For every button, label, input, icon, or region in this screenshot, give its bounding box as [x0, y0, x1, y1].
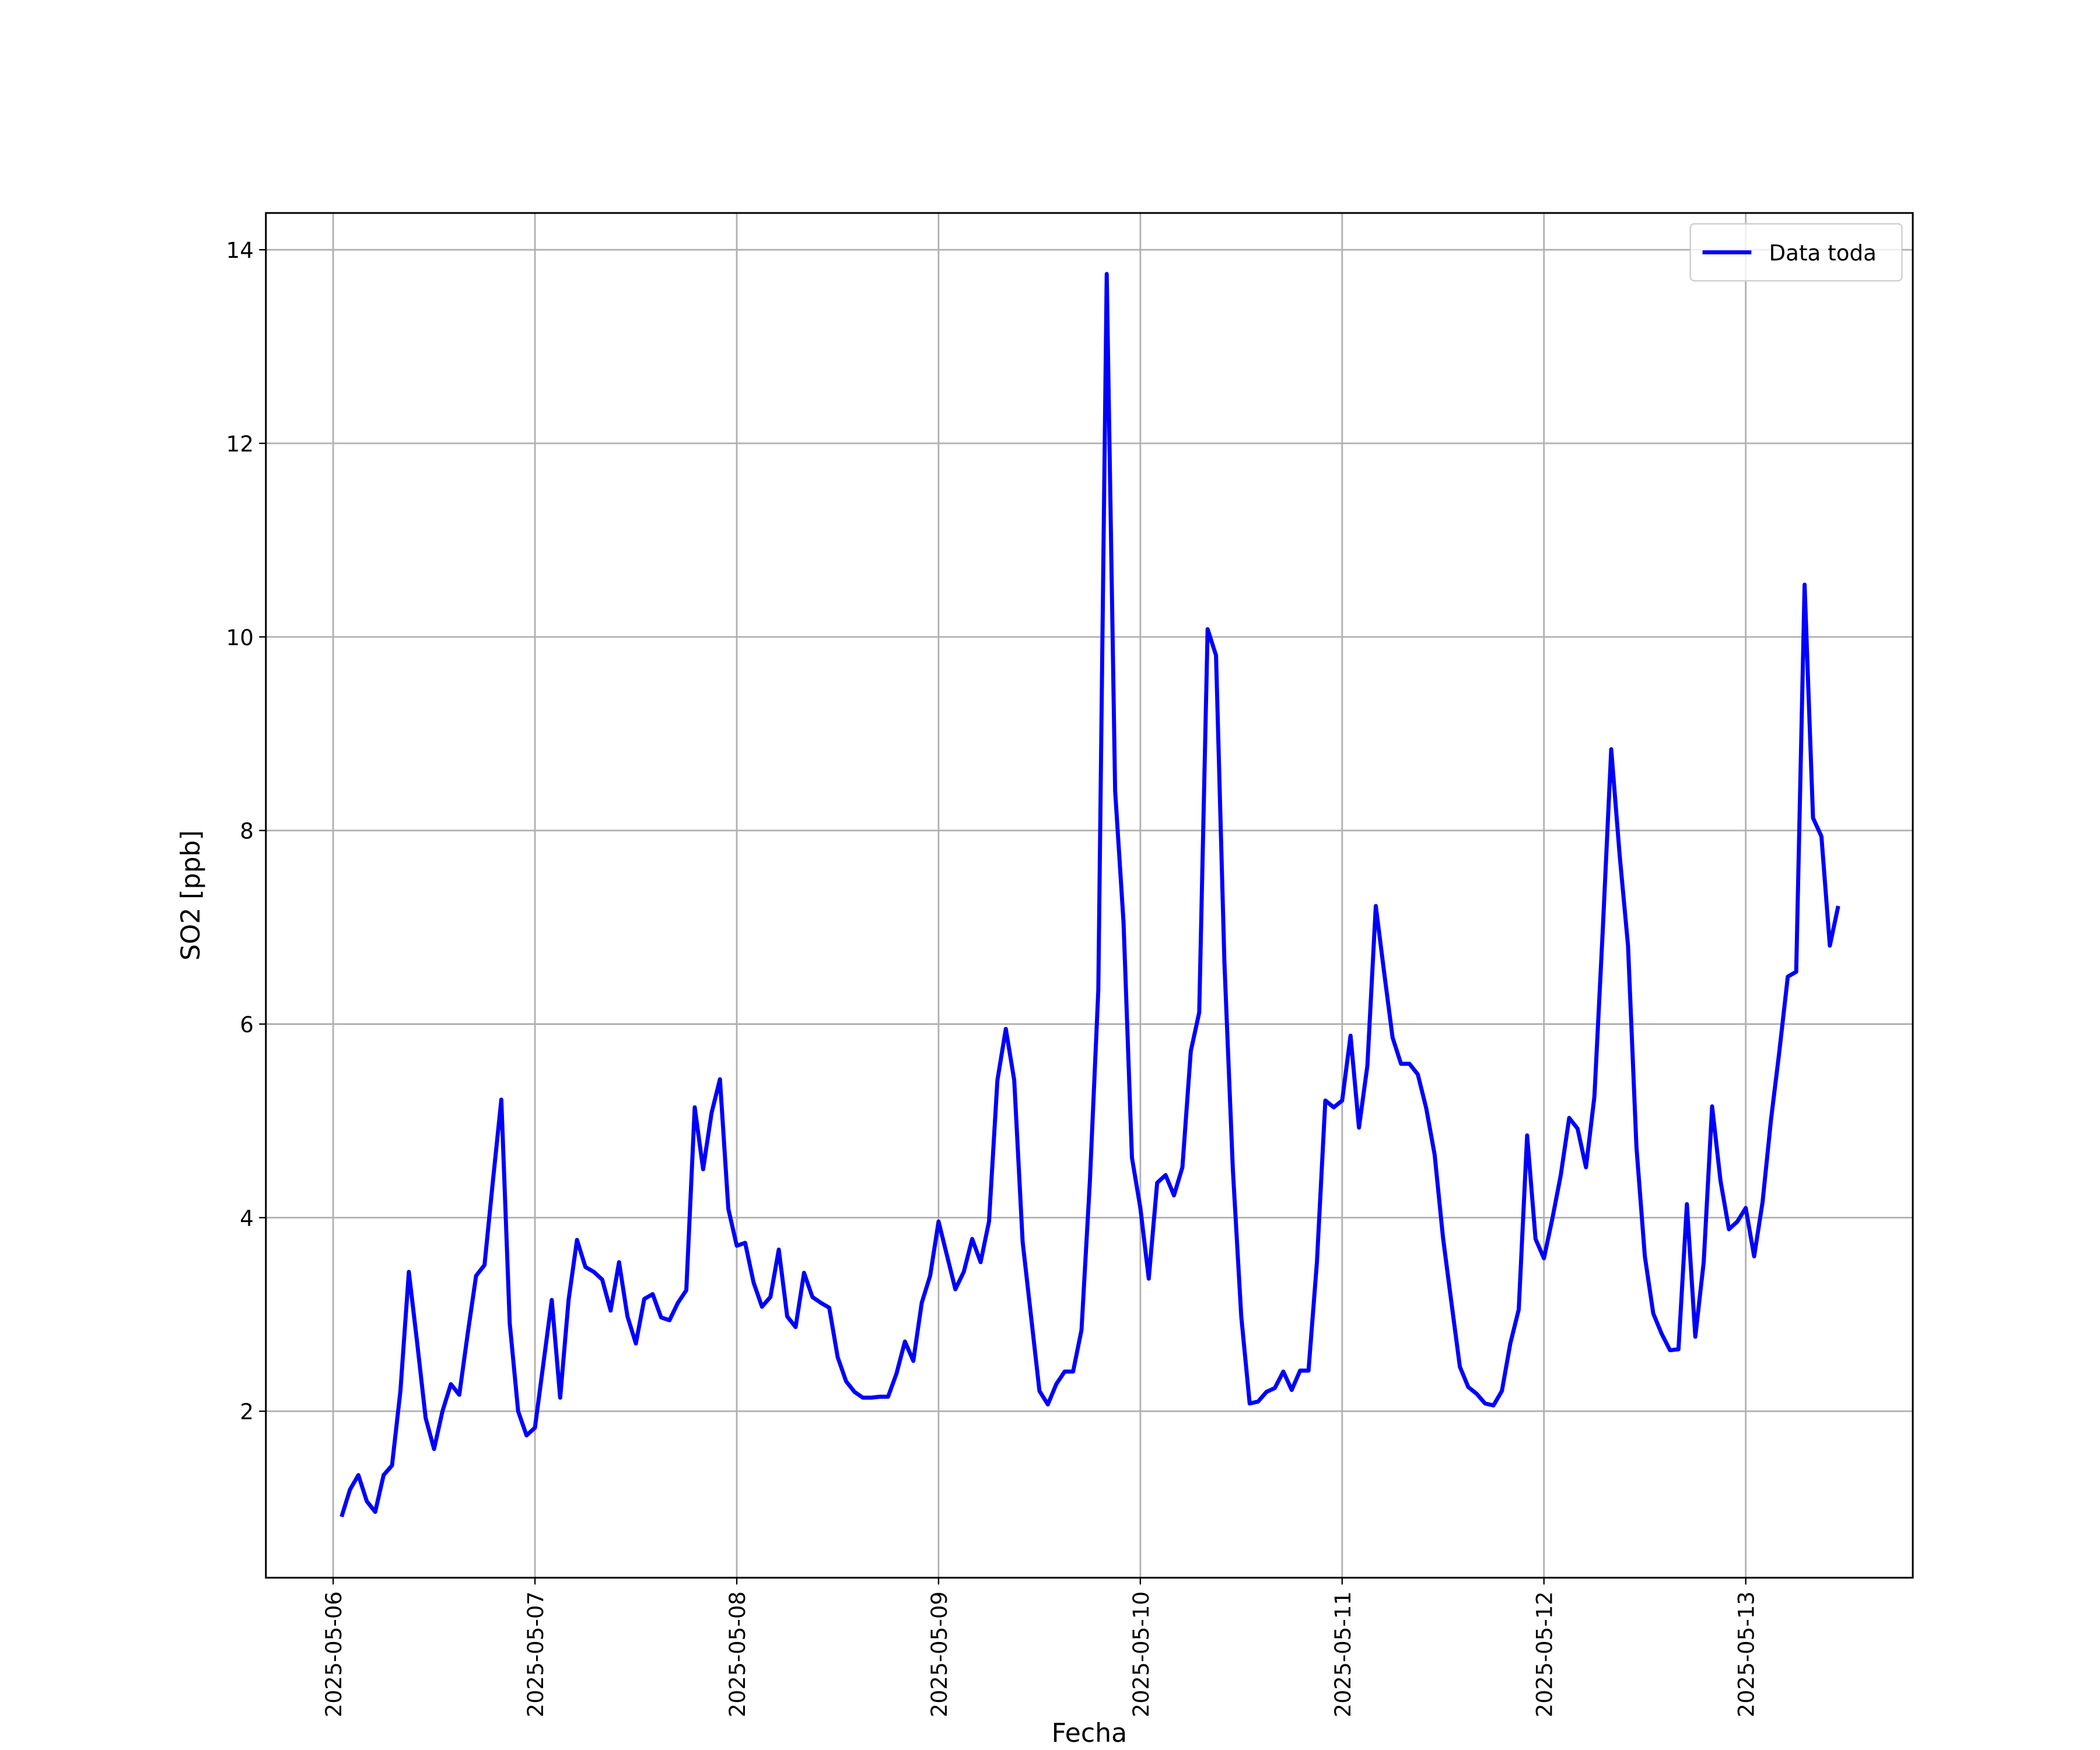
legend: Data toda [1689, 223, 1903, 282]
x-tick-label: 2025-05-07 [523, 1591, 548, 1717]
y-tick-label: 14 [226, 237, 254, 263]
legend-label: Data toda [1769, 240, 1877, 266]
x-tick-label: 2025-05-13 [1734, 1591, 1759, 1717]
y-tick-label: 10 [226, 625, 254, 650]
y-tick-label: 8 [240, 818, 254, 844]
y-axis-label: SO2 [ppb] [176, 830, 206, 961]
y-tick-label: 12 [226, 431, 254, 457]
y-tick-label: 6 [240, 1012, 254, 1038]
x-tick-label: 2025-05-06 [321, 1591, 346, 1717]
legend-box [1689, 223, 1903, 282]
y-tick-label: 2 [240, 1399, 254, 1424]
x-tick-label: 2025-05-09 [926, 1591, 952, 1717]
x-tick-label: 2025-05-08 [724, 1591, 750, 1717]
x-tick-label: 2025-05-10 [1128, 1591, 1154, 1717]
plot-frame [265, 212, 1914, 1579]
data-line [340, 272, 1840, 1518]
x-tick-label: 2025-05-11 [1330, 1591, 1356, 1717]
x-axis-label: Fecha [1052, 1718, 1128, 1748]
x-tick-label: 2025-05-12 [1532, 1591, 1558, 1717]
y-tick-label: 4 [240, 1205, 254, 1231]
